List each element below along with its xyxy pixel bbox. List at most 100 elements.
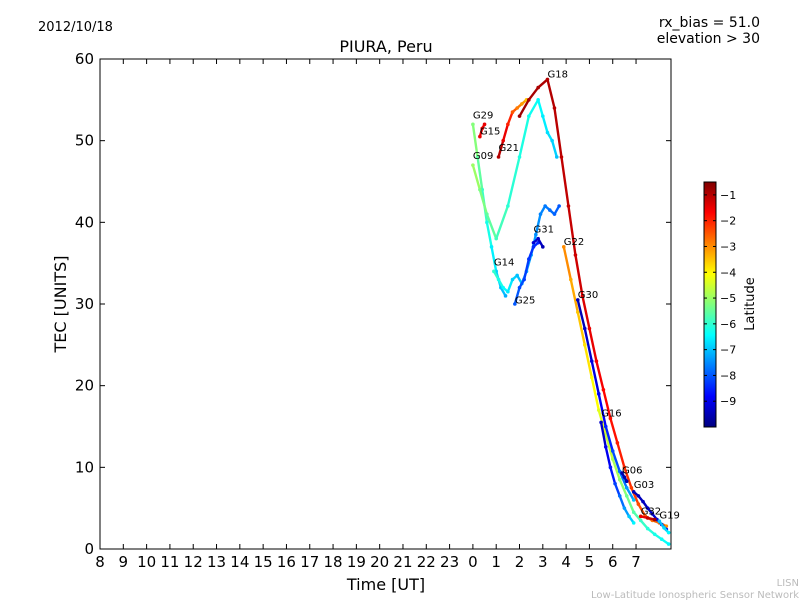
y-tick-label: 0 (84, 540, 94, 558)
series-g06: G06 (620, 466, 643, 484)
series-segment (550, 139, 558, 159)
colorbar-tick-label: −8 (720, 369, 736, 382)
series-g32: G32 (638, 506, 661, 522)
series-segment (471, 123, 479, 159)
series-g19: G19 (657, 510, 680, 535)
x-tick-label: 20 (370, 553, 389, 571)
y-axis: 0 10 20 30 40 50 60 (75, 50, 671, 558)
series-segment (609, 466, 617, 485)
series-segment (613, 482, 621, 498)
series-segment (506, 278, 514, 293)
series-segment (616, 441, 626, 469)
data-point (541, 245, 545, 249)
x-tick-label: 5 (585, 553, 595, 571)
colorbar-tick-label: −7 (720, 344, 736, 357)
x-tick-label: 18 (324, 553, 343, 571)
series-segment (527, 86, 540, 102)
x-tick-label: 22 (417, 553, 436, 571)
x-tick-label: 7 (631, 553, 641, 571)
satellite-label: G18 (547, 69, 567, 80)
y-tick-label: 30 (75, 295, 94, 313)
series-g14: G14 (492, 204, 561, 294)
series-segment (497, 139, 505, 159)
series-segment (536, 98, 545, 118)
series-segment (476, 155, 484, 191)
data-point (631, 498, 636, 502)
chart-title: PIURA, Peru (339, 37, 432, 56)
plot-area: G29 G15 G21 G18 G09 G14 G25 G31 G22 G30 G16 G06 G03 G… (471, 69, 680, 546)
y-tick-label: 50 (75, 132, 94, 150)
satellite-label: G16 (601, 408, 621, 419)
data-point (666, 542, 671, 546)
series-g29: G29 (471, 110, 508, 298)
x-tick-label: 10 (137, 553, 156, 571)
series-segment (604, 445, 612, 469)
series-segment (567, 204, 577, 257)
series-segment (583, 327, 593, 363)
credit-long: Low-Latitude Ionospheric Sensor Network (591, 590, 799, 600)
satellite-label: G15 (480, 127, 500, 138)
series-g25: G25 (513, 240, 540, 307)
series-g31: G31 (531, 225, 554, 249)
series-segment (527, 245, 535, 261)
series-segment (478, 188, 489, 216)
x-tick-label: 8 (95, 553, 105, 571)
series-segment (513, 286, 521, 306)
x-tick-label: 15 (254, 553, 273, 571)
series-segment (506, 155, 521, 208)
x-tick-label: 16 (277, 553, 296, 571)
colorbar-tick-label: −4 (720, 266, 736, 279)
x-tick-label: 6 (608, 553, 618, 571)
rx-bias-label: rx_bias = 51.0 (659, 15, 760, 31)
series-segment (495, 204, 510, 240)
series-segment (546, 78, 556, 110)
series-segment (590, 376, 600, 412)
series-segment (569, 278, 579, 314)
colorbar-gradient (703, 181, 717, 428)
credit-short: LISN (777, 578, 799, 589)
date-label: 2012/10/18 (38, 20, 113, 35)
series-g16: G16 (599, 408, 636, 525)
satellite-label: G19 (659, 510, 679, 521)
series-segment (576, 298, 586, 330)
satellite-label: G25 (515, 296, 535, 307)
series-segment (611, 449, 621, 473)
elevation-label: elevation > 30 (657, 31, 760, 47)
series-segment (618, 494, 626, 510)
series-segment (625, 494, 635, 514)
series-segment (618, 478, 628, 498)
satellite-label: G03 (634, 480, 654, 491)
colorbar-tick-label: −3 (720, 240, 736, 253)
series-segment (604, 433, 614, 461)
series-segment (604, 425, 614, 453)
x-axis: 8 9 10 11 12 13 14 15 16 17 18 19 20 21 22 23 0 1 2 3 4 5 6 7 (95, 59, 641, 571)
series-segment (623, 466, 633, 489)
series-segment (522, 257, 531, 281)
y-tick-label: 10 (75, 458, 94, 476)
series-segment (599, 421, 607, 449)
series-g15: G15 (478, 122, 500, 139)
series-segment (590, 359, 600, 396)
series-segment (611, 457, 621, 481)
series-segment (637, 502, 647, 518)
series-segment (518, 114, 531, 159)
series-segment (518, 98, 531, 118)
series-segment (581, 294, 591, 330)
satellite-label: G29 (473, 110, 493, 121)
series-segment (583, 343, 593, 379)
x-tick-label: 19 (347, 553, 366, 571)
series-segment (560, 155, 570, 208)
series-g21: G21 (496, 98, 529, 159)
x-axis-label: Time [UT] (346, 575, 425, 594)
data-point (652, 517, 657, 522)
series-segment (609, 417, 619, 445)
x-tick-label: 1 (491, 553, 501, 571)
series-segment (506, 110, 514, 126)
series-segment (588, 327, 598, 363)
series-segment (562, 245, 572, 281)
data-point (631, 521, 636, 525)
colorbar-label: Latitude (743, 277, 758, 331)
y-tick-label: 60 (75, 50, 94, 68)
satellite-label: G21 (499, 143, 519, 154)
